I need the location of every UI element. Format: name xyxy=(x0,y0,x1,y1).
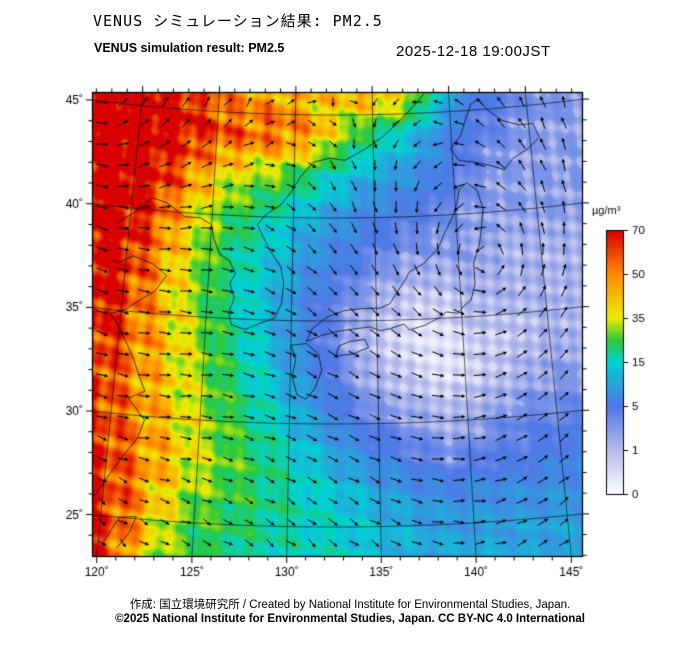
license-line: ©2025 National Institute for Environment… xyxy=(115,613,585,625)
datetime-label: 2025-12-18 19:00JST xyxy=(396,43,551,60)
page-title-jp: VENUS シミュレーション結果: PM2.5 xyxy=(93,12,383,30)
credit-line: 作成: 国立環境研究所 / Created by National Instit… xyxy=(129,599,571,611)
page-title-en: VENUS simulation result: PM2.5 xyxy=(94,41,285,55)
